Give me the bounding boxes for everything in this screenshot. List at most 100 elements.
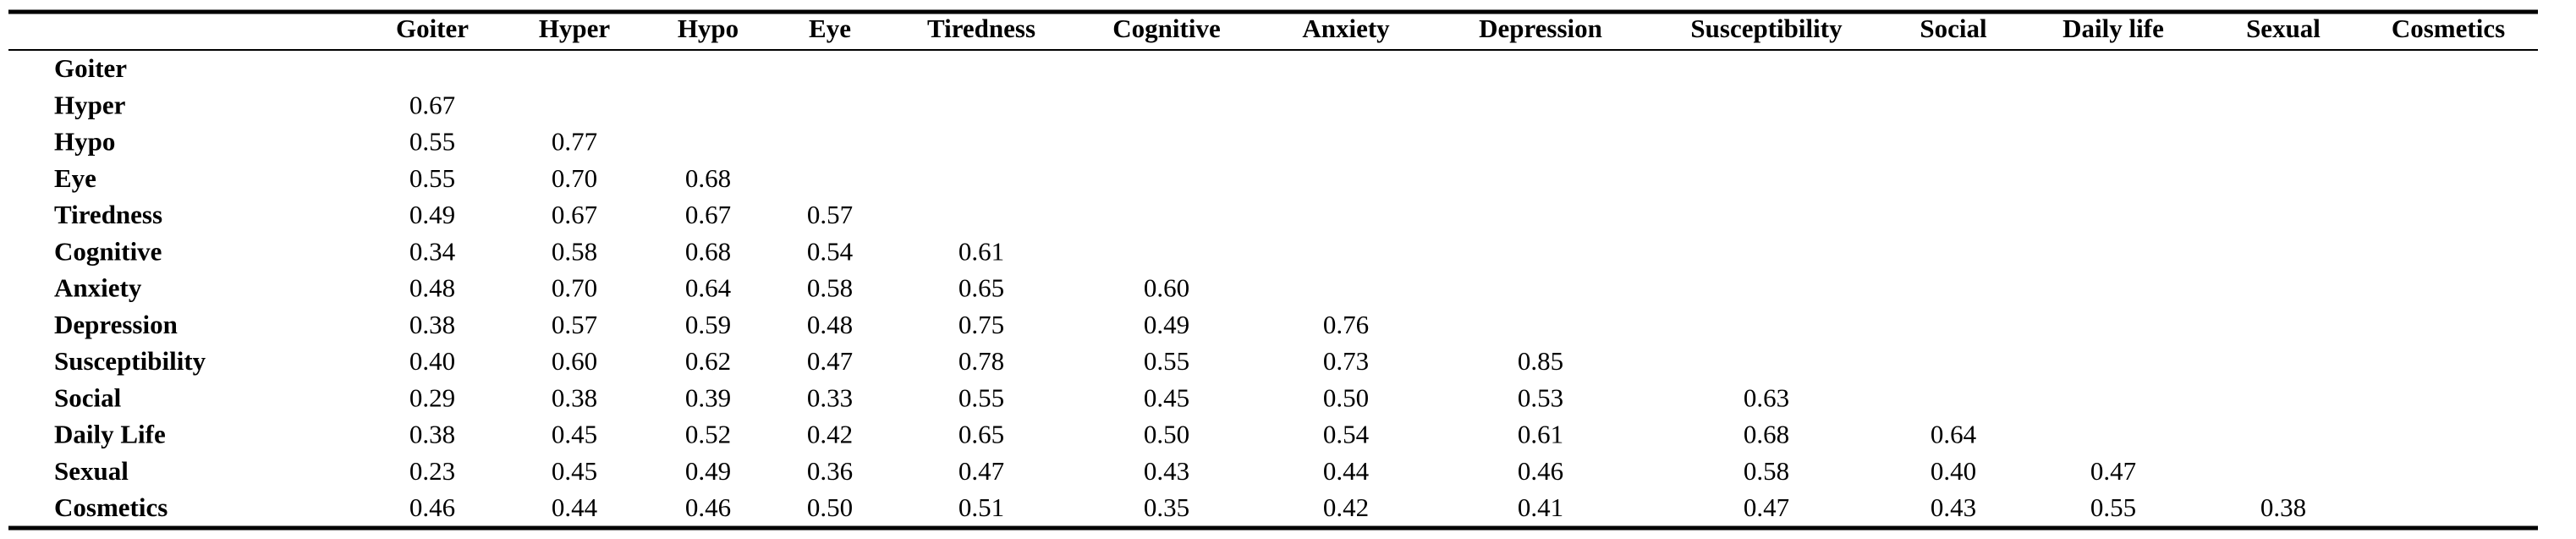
cell-value: 0.60 bbox=[552, 346, 597, 376]
cell-value: 0.58 bbox=[1744, 456, 1789, 486]
cell-value: 0.67 bbox=[552, 200, 597, 229]
cell-value: 0.47 bbox=[807, 346, 853, 376]
cell-value: 0.59 bbox=[685, 310, 731, 339]
column-header: Cognitive bbox=[1112, 14, 1220, 43]
cell-value: 0.39 bbox=[685, 382, 731, 412]
cell-value: 0.68 bbox=[1744, 420, 1789, 449]
cell-value: 0.68 bbox=[685, 163, 731, 193]
cell-value: 0.33 bbox=[807, 382, 853, 412]
cell-value: 0.50 bbox=[1323, 382, 1369, 412]
cell-value: 0.52 bbox=[685, 420, 731, 449]
row-label: Anxiety bbox=[54, 273, 142, 303]
cell-value: 0.48 bbox=[807, 310, 853, 339]
cell-value: 0.70 bbox=[552, 273, 597, 303]
cell-value: 0.78 bbox=[958, 346, 1004, 376]
cell-value: 0.64 bbox=[685, 273, 732, 303]
row-label: Cosmetics bbox=[54, 492, 168, 522]
cell-value: 0.38 bbox=[409, 310, 455, 339]
row-label: Eye bbox=[54, 163, 96, 193]
row-label: Cognitive bbox=[54, 236, 162, 266]
cell-value: 0.36 bbox=[807, 456, 853, 486]
cell-value: 0.38 bbox=[552, 382, 597, 412]
column-header: Susceptibility bbox=[1690, 14, 1843, 43]
row-label: Social bbox=[54, 382, 122, 412]
row-label: Depression bbox=[54, 310, 178, 339]
cell-value: 0.60 bbox=[1144, 273, 1189, 303]
cell-value: 0.47 bbox=[2090, 456, 2136, 486]
cell-value: 0.40 bbox=[1931, 456, 1976, 486]
cell-value: 0.64 bbox=[1931, 420, 1977, 449]
cell-value: 0.44 bbox=[552, 492, 598, 522]
cell-value: 0.42 bbox=[807, 420, 853, 449]
row-label: Goiter bbox=[54, 53, 127, 83]
column-header: Anxiety bbox=[1302, 14, 1390, 43]
cell-value: 0.38 bbox=[409, 420, 455, 449]
cell-value: 0.77 bbox=[552, 127, 597, 157]
cell-value: 0.46 bbox=[1518, 456, 1563, 486]
column-header: Hypo bbox=[678, 14, 739, 43]
row-label: Tiredness bbox=[54, 200, 162, 229]
cell-value: 0.61 bbox=[1518, 420, 1563, 449]
cell-value: 0.48 bbox=[409, 273, 455, 303]
cell-value: 0.76 bbox=[1323, 310, 1369, 339]
row-label: Daily Life bbox=[54, 420, 166, 449]
column-header: Social bbox=[1920, 14, 1987, 43]
cell-value: 0.55 bbox=[409, 127, 455, 157]
cell-value: 0.42 bbox=[1323, 492, 1369, 522]
cell-value: 0.45 bbox=[1144, 382, 1189, 412]
cell-value: 0.65 bbox=[958, 273, 1004, 303]
cell-value: 0.53 bbox=[1518, 382, 1563, 412]
cell-value: 0.55 bbox=[1144, 346, 1189, 376]
cell-value: 0.47 bbox=[958, 456, 1004, 486]
cell-value: 0.55 bbox=[409, 163, 455, 193]
cell-value: 0.34 bbox=[409, 236, 456, 266]
cell-value: 0.35 bbox=[1144, 492, 1189, 522]
cell-value: 0.62 bbox=[685, 346, 731, 376]
cell-value: 0.54 bbox=[1323, 420, 1370, 449]
column-header: Depression bbox=[1479, 14, 1602, 43]
row-label: Sexual bbox=[54, 456, 129, 486]
cell-value: 0.50 bbox=[807, 492, 853, 522]
cell-value: 0.65 bbox=[958, 420, 1004, 449]
row-label: Hyper bbox=[54, 90, 126, 119]
cell-value: 0.85 bbox=[1518, 346, 1563, 376]
column-header: Daily life bbox=[2062, 14, 2164, 43]
column-header: Eye bbox=[809, 14, 851, 43]
column-header: Sexual bbox=[2246, 14, 2321, 43]
column-header: Hyper bbox=[539, 14, 611, 43]
cell-value: 0.45 bbox=[552, 420, 597, 449]
cell-value: 0.43 bbox=[1144, 456, 1189, 486]
cell-value: 0.67 bbox=[409, 90, 455, 119]
cell-value: 0.55 bbox=[958, 382, 1004, 412]
cell-value: 0.23 bbox=[409, 456, 455, 486]
cell-value: 0.29 bbox=[409, 382, 455, 412]
cell-value: 0.75 bbox=[958, 310, 1004, 339]
cell-value: 0.40 bbox=[409, 346, 455, 376]
cell-value: 0.49 bbox=[1144, 310, 1189, 339]
cell-value: 0.44 bbox=[1323, 456, 1370, 486]
cell-value: 0.41 bbox=[1518, 492, 1563, 522]
column-header: Tiredness bbox=[927, 14, 1035, 43]
cell-value: 0.67 bbox=[685, 200, 731, 229]
cell-value: 0.57 bbox=[552, 310, 597, 339]
row-label: Susceptibility bbox=[54, 346, 206, 376]
cell-value: 0.57 bbox=[807, 200, 853, 229]
cell-value: 0.46 bbox=[409, 492, 455, 522]
cell-value: 0.46 bbox=[685, 492, 731, 522]
cell-value: 0.54 bbox=[807, 236, 854, 266]
cell-value: 0.55 bbox=[2090, 492, 2136, 522]
cell-value: 0.63 bbox=[1744, 382, 1789, 412]
cell-value: 0.58 bbox=[552, 236, 597, 266]
cell-value: 0.73 bbox=[1323, 346, 1369, 376]
cell-value: 0.43 bbox=[1931, 492, 1976, 522]
cell-value: 0.61 bbox=[958, 236, 1004, 266]
column-header: Goiter bbox=[396, 14, 469, 43]
cell-value: 0.49 bbox=[685, 456, 731, 486]
cell-value: 0.47 bbox=[1744, 492, 1789, 522]
column-header: Cosmetics bbox=[2392, 14, 2505, 43]
cell-value: 0.58 bbox=[807, 273, 853, 303]
cell-value: 0.49 bbox=[409, 200, 455, 229]
cell-value: 0.51 bbox=[958, 492, 1004, 522]
cell-value: 0.38 bbox=[2260, 492, 2306, 522]
